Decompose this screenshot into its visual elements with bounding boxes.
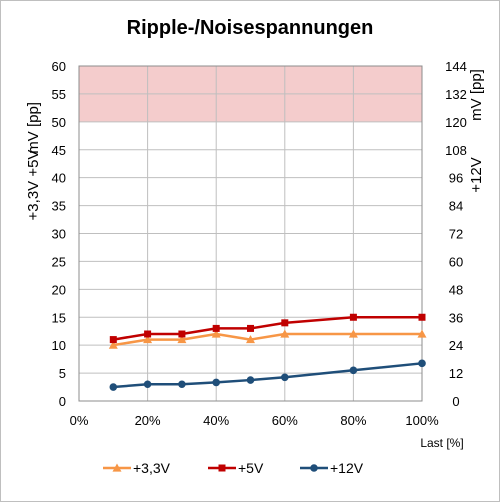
series-point-2 — [178, 380, 186, 389]
series-point-2 — [246, 376, 255, 384]
y-right-tick-label: 60 — [449, 254, 463, 269]
y-left-tick-label: 30 — [52, 227, 66, 242]
series-point-2 — [281, 373, 289, 382]
series-line-1 — [113, 316, 422, 341]
y-right-tick-label: 84 — [449, 199, 463, 214]
y-left-tick-label: 20 — [52, 282, 66, 297]
y-left-tick-label: 35 — [52, 199, 66, 214]
x-axis-label: Last [%] — [420, 436, 463, 450]
series-point-1 — [281, 319, 289, 327]
series-line-0 — [113, 332, 422, 347]
series-point-1 — [349, 313, 357, 321]
y-left-tick-label: 5 — [59, 366, 66, 381]
legend-marker-0 — [112, 463, 122, 472]
series-point-0 — [108, 340, 118, 349]
x-tick-label: 40% — [203, 413, 229, 428]
y-left-tick-label: 50 — [52, 115, 66, 130]
x-tick-label: 0% — [70, 413, 89, 428]
y-left-tick-label: 40 — [52, 171, 66, 186]
series-point-0 — [246, 335, 255, 344]
legend-label: +3,3V — [133, 460, 171, 476]
chart-title: Ripple-/Noisespannungen — [127, 17, 374, 39]
plot-area: 0 5 10 15 20 25 30 35 40 45 50 55 60 0 12 24 36 48 60 72 84 9… — [25, 59, 485, 476]
x-tick-label: 60% — [272, 413, 298, 428]
series-point-1 — [212, 324, 220, 332]
y-right-tick-label: 12 — [449, 366, 463, 381]
y-left-axis-label-unit: mV [pp] — [25, 102, 42, 154]
legend-label: +5V — [238, 460, 264, 476]
y-left-tick-label: 55 — [52, 87, 66, 102]
y-right-tick-label: 108 — [445, 143, 467, 158]
y-right-tick-label: 96 — [449, 171, 463, 186]
series-point-2 — [212, 378, 220, 387]
legend-marker-2 — [310, 464, 318, 472]
series-point-0 — [417, 329, 427, 338]
x-tick-label: 100% — [405, 413, 439, 428]
series-point-2 — [109, 383, 118, 391]
y-right-tick-label: 132 — [445, 87, 467, 102]
y-left-tick-label: 45 — [52, 143, 66, 158]
series-point-0 — [348, 329, 358, 338]
legend-marker-1 — [218, 464, 226, 472]
series-point-2 — [349, 366, 358, 375]
series-point-1 — [247, 324, 254, 332]
series-point-2 — [418, 359, 426, 368]
plot-frame — [78, 65, 423, 402]
y-right-tick-label: 24 — [449, 338, 463, 353]
y-left-tick-label: 60 — [52, 59, 66, 74]
y-left-tick-label: 25 — [52, 254, 66, 269]
series-line-2 — [113, 362, 423, 389]
legend-label: +12V — [330, 460, 364, 476]
series-point-1 — [144, 330, 152, 338]
y-right-axis-label-unit: mV [pp] — [468, 69, 485, 121]
series-point-0 — [143, 335, 153, 344]
x-tick-label: 80% — [340, 413, 366, 428]
series-point-2 — [143, 380, 152, 389]
y-left-tick-label: 15 — [52, 310, 66, 325]
series-point-1 — [178, 330, 186, 338]
series-point-0 — [280, 329, 290, 338]
y-right-axis-label-series: +12V — [468, 157, 485, 192]
series-point-0 — [211, 329, 221, 338]
y-right-tick-label: 48 — [449, 282, 463, 297]
y-left-axis-label-series: +3,3V +5V — [25, 150, 42, 221]
y-left-tick-label: 0 — [59, 394, 66, 409]
y-right-tick-label: 144 — [445, 59, 467, 74]
y-right-tick-label: 36 — [449, 310, 463, 325]
series-point-0 — [177, 335, 187, 344]
y-left-tick-label: 10 — [52, 338, 66, 353]
series-point-1 — [418, 313, 426, 321]
y-right-tick-label: 0 — [452, 394, 459, 409]
x-tick-label: 20% — [135, 413, 161, 428]
y-right-tick-label: 72 — [449, 227, 463, 242]
series-point-1 — [109, 336, 117, 344]
y-right-tick-label: 120 — [445, 115, 467, 130]
